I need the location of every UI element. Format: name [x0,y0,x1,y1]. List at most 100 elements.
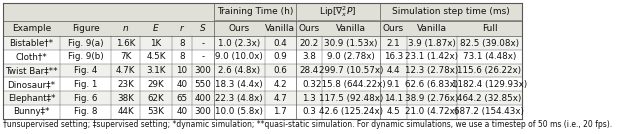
Text: Bunny‡*: Bunny‡* [13,107,50,116]
Text: 4.2: 4.2 [273,80,287,89]
Text: Fig. 9(a): Fig. 9(a) [68,39,103,48]
Text: 23K: 23K [117,80,134,89]
Bar [3,105,522,119]
Text: Lip$[\nabla^2_x P]$: Lip$[\nabla^2_x P]$ [319,4,356,19]
Text: 115.6 (26.22x): 115.6 (26.22x) [458,66,522,75]
Text: 4.5: 4.5 [387,107,400,116]
Text: 38K: 38K [117,94,134,103]
Text: n: n [123,24,129,33]
Text: 215.8 (644.22x): 215.8 (644.22x) [316,80,386,89]
Text: 3.8: 3.8 [302,52,316,61]
Text: 1K: 1K [150,39,162,48]
Text: 16.3: 16.3 [383,52,403,61]
Text: 40: 40 [176,80,188,89]
Text: S: S [200,24,205,33]
Text: 7K: 7K [120,52,131,61]
Text: 22.3 (4.8x): 22.3 (4.8x) [216,94,263,103]
Text: Ours: Ours [229,24,250,33]
Text: 3.9 (1.87x): 3.9 (1.87x) [408,39,456,48]
Text: 0.3: 0.3 [302,80,316,89]
Text: 29K: 29K [148,80,164,89]
Text: †unsupervised setting; ‡supervised setting; *dynamic simulation; **quasi-static : †unsupervised setting; ‡supervised setti… [3,120,612,129]
Text: 4.7K: 4.7K [116,66,135,75]
Text: r: r [180,24,184,33]
Text: 62.6 (6.83x): 62.6 (6.83x) [405,80,458,89]
Bar [3,50,522,64]
Text: 2.1: 2.1 [387,39,400,48]
Text: 0.6: 0.6 [273,66,287,75]
Text: 1182.4 (129.93x): 1182.4 (129.93x) [452,80,527,89]
Bar [3,36,522,50]
Text: 550: 550 [195,80,211,89]
Text: Vanilla: Vanilla [417,24,447,33]
Text: Bistable†*: Bistable†* [10,39,54,48]
Text: 8: 8 [179,52,184,61]
Text: Fig. 4: Fig. 4 [74,66,97,75]
Bar [3,77,522,91]
Text: 10.0 (5.8x): 10.0 (5.8x) [216,107,264,116]
Text: 2.6 (4.8x): 2.6 (4.8x) [218,66,260,75]
Text: 1.0 (2.3x): 1.0 (2.3x) [218,39,260,48]
Text: 28.4: 28.4 [300,66,319,75]
Text: Twist Bar‡**: Twist Bar‡** [5,66,58,75]
Text: 4.4: 4.4 [387,66,400,75]
Text: 23.1 (1.42x): 23.1 (1.42x) [405,52,458,61]
Text: 12.3 (2.78x): 12.3 (2.78x) [405,66,458,75]
Text: 65: 65 [176,94,188,103]
Text: 53K: 53K [148,107,164,116]
Text: Fig. 8: Fig. 8 [74,107,97,116]
Text: 9.1: 9.1 [387,80,400,89]
Text: 62K: 62K [148,94,164,103]
Bar [3,21,522,36]
Text: Cloth†*: Cloth†* [15,52,47,61]
Text: 0.3: 0.3 [302,107,316,116]
Text: -: - [201,52,204,61]
Text: 14.1: 14.1 [383,94,403,103]
Text: 18.3 (4.4x): 18.3 (4.4x) [216,80,263,89]
Text: 1.3: 1.3 [302,94,316,103]
Bar [3,64,522,77]
Text: 3.1K: 3.1K [147,66,166,75]
Text: Ours: Ours [298,24,319,33]
Text: 1.7: 1.7 [273,107,287,116]
Text: 10: 10 [176,66,188,75]
Text: 42.6 (125.24x): 42.6 (125.24x) [319,107,383,116]
Text: 299.7 (10.57x): 299.7 (10.57x) [319,66,383,75]
Text: Dinosaur‡*: Dinosaur‡* [8,80,56,89]
Text: 300: 300 [195,66,211,75]
Text: E: E [153,24,159,33]
Text: 300: 300 [195,107,211,116]
Text: 464.2 (32.85x): 464.2 (32.85x) [457,94,522,103]
Text: 38.9 (2.76x): 38.9 (2.76x) [405,94,458,103]
Text: Vanilla: Vanilla [336,24,366,33]
Text: 30.9 (1.53x): 30.9 (1.53x) [324,39,378,48]
Text: 9.0 (2.78x): 9.0 (2.78x) [327,52,375,61]
Text: Ours: Ours [383,24,404,33]
Text: Fig. 6: Fig. 6 [74,94,97,103]
Text: 9.0 (10.0x): 9.0 (10.0x) [216,52,263,61]
Text: 8: 8 [179,39,184,48]
Text: 4.5K: 4.5K [147,52,166,61]
Bar [3,91,522,105]
Text: 73.1 (4.48x): 73.1 (4.48x) [463,52,516,61]
Text: 117.5 (92.48x): 117.5 (92.48x) [319,94,383,103]
Text: Fig. 9(b): Fig. 9(b) [68,52,104,61]
Text: Vanilla: Vanilla [265,24,295,33]
Text: 40: 40 [176,107,188,116]
Text: 0.9: 0.9 [273,52,287,61]
Text: 82.5 (39.08x): 82.5 (39.08x) [460,39,519,48]
Text: -: - [201,39,204,48]
Text: 1.6K: 1.6K [116,39,135,48]
Text: Fig. 1: Fig. 1 [74,80,97,89]
Text: 400: 400 [195,94,211,103]
Bar [3,3,522,21]
Text: 4.7: 4.7 [273,94,287,103]
Text: Full: Full [482,24,497,33]
Text: 0.4: 0.4 [273,39,287,48]
Text: Training Time (h): Training Time (h) [216,7,293,16]
Text: 44K: 44K [117,107,134,116]
Text: 687.2 (154.43x): 687.2 (154.43x) [454,107,524,116]
Text: 21.0 (4.72x): 21.0 (4.72x) [405,107,458,116]
Text: 20.2: 20.2 [300,39,319,48]
Text: Example: Example [12,24,51,33]
